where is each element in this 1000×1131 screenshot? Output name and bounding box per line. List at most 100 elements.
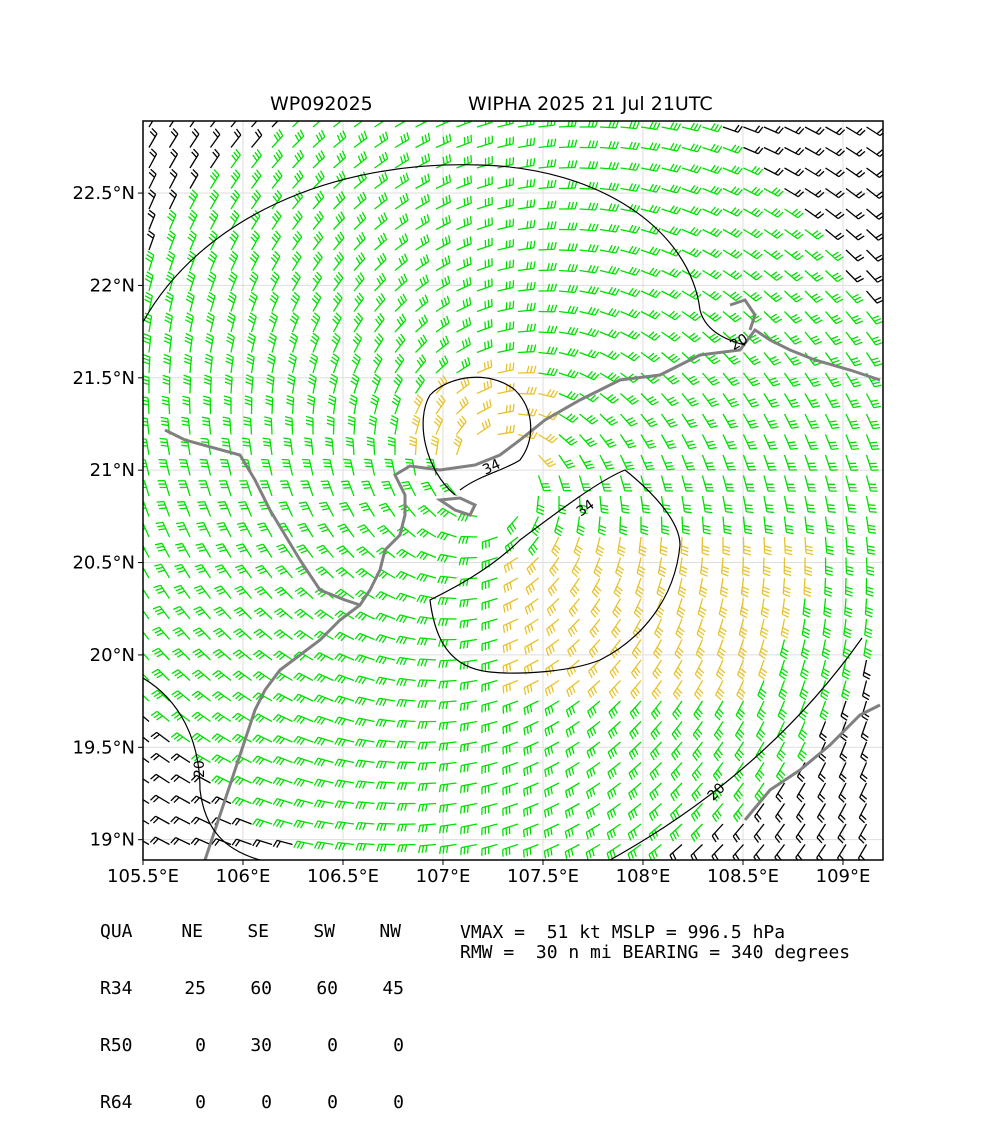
wind-barb [438, 598, 456, 605]
wind-barb [675, 640, 683, 659]
table-cell: 60 [206, 979, 272, 998]
contour-label: 34 [574, 497, 598, 520]
wind-barb [299, 502, 313, 516]
wind-barb [744, 517, 753, 534]
wind-barb [692, 783, 703, 801]
wind-barb [826, 230, 844, 240]
wind-barb [662, 164, 681, 172]
wind-barb [498, 260, 514, 271]
wind-barb [566, 701, 579, 717]
wind-barb [461, 845, 477, 855]
wind-barb [682, 373, 699, 385]
wind-barb [376, 740, 395, 748]
wind-barb [548, 578, 559, 596]
wind-barb [650, 763, 661, 781]
wind-barb [559, 435, 577, 446]
wind-barb [246, 354, 254, 373]
wind-barb [820, 701, 828, 720]
wind-barb [861, 742, 868, 761]
wind-barb [744, 537, 751, 555]
wind-barb [482, 537, 497, 549]
wind-barb [309, 354, 317, 373]
wind-barb [375, 253, 387, 270]
wind-barb [323, 459, 334, 475]
wind-barb [482, 763, 498, 774]
wind-barb [782, 599, 790, 618]
x-tick-label: 108.5°E [707, 866, 779, 887]
wind-barb [600, 330, 619, 338]
wind-barb [477, 258, 492, 270]
wind-barb [396, 593, 415, 601]
wind-barb [867, 496, 877, 512]
wind-barb [846, 537, 854, 554]
wind-barb [253, 672, 272, 681]
wind-barb [298, 523, 313, 537]
wind-barb [662, 476, 674, 492]
wind-barb [566, 722, 579, 738]
wind-barb [580, 350, 599, 358]
wind-barb [559, 327, 578, 335]
wind-barb [672, 722, 682, 740]
wind-barb [364, 459, 375, 475]
wind-barb [826, 148, 845, 156]
wind-barb [867, 209, 885, 219]
wind-barb [333, 293, 342, 312]
wind-barb [600, 496, 609, 513]
wind-barb [703, 249, 722, 258]
wind-barb [723, 373, 740, 385]
wind-barb [559, 476, 571, 491]
wind-barb [805, 127, 824, 134]
wind-barb [649, 845, 661, 862]
wind-barb [518, 366, 536, 373]
wind-barb [580, 223, 599, 230]
table-cell: 0 [206, 1093, 272, 1112]
wind-barb [395, 294, 406, 312]
wind-barb [182, 396, 190, 414]
wind-barb [482, 722, 498, 733]
wind-barb [658, 558, 666, 577]
wind-barb [682, 332, 700, 342]
wind-barb [805, 373, 821, 386]
wind-barb [477, 399, 491, 414]
wind-barb [162, 396, 170, 414]
wind-barb [332, 333, 340, 352]
wind-barb [539, 139, 556, 148]
wind-barb [255, 565, 272, 578]
wind-barb [212, 713, 231, 722]
wind-barb [293, 211, 303, 230]
wind-barb [173, 607, 190, 619]
wind-barb [641, 205, 660, 213]
wind-barb [600, 351, 619, 359]
wind-barb [348, 416, 355, 434]
wind-barb [498, 342, 514, 353]
wind-barb [279, 502, 293, 517]
wind-barb [181, 417, 190, 434]
wind-barb [785, 168, 804, 176]
wind-barb [457, 257, 472, 271]
y-tick-label: 22°N [90, 275, 135, 296]
wind-barb [826, 517, 835, 534]
wind-barb [457, 175, 472, 188]
wind-barb [682, 312, 701, 321]
wind-barb [354, 131, 367, 147]
wind-barb [801, 640, 809, 659]
wind-barb [503, 845, 518, 857]
wind-barb [846, 271, 864, 282]
wind-barb [395, 314, 406, 332]
wind-barb [826, 271, 844, 282]
wind-barb [190, 149, 198, 168]
wind-barb [825, 578, 832, 596]
wind-barb [621, 225, 640, 233]
wind-barb [356, 760, 375, 768]
wind-barb [621, 414, 638, 426]
wind-barb [600, 308, 619, 316]
wind-barb [846, 291, 863, 303]
wind-barb [397, 657, 416, 665]
wind-barb [723, 187, 742, 195]
wind-barb [151, 732, 170, 742]
wind-barb [846, 414, 860, 429]
wind-barb [662, 269, 681, 277]
wind-barb [498, 198, 514, 209]
wind-barb [212, 776, 231, 785]
wind-barb [477, 197, 492, 209]
